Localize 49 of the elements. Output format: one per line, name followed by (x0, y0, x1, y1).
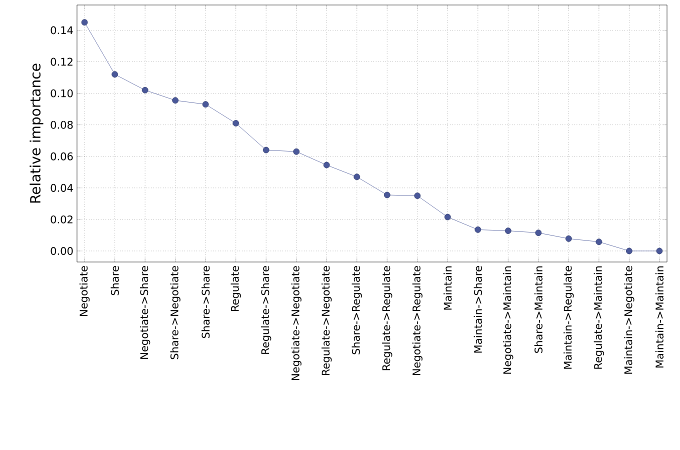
y-tick-label: 0.04 (50, 184, 73, 192)
x-tick-label: Negotiate->Share (140, 266, 150, 359)
y-tick-label: 0.10 (50, 89, 73, 98)
point (565, 235, 572, 242)
x-tick-label: Regulate (230, 266, 241, 312)
point (142, 86, 148, 94)
x-tick-label: Regulate->Regulate (382, 266, 392, 370)
point (504, 228, 512, 234)
point (474, 226, 482, 233)
y-tick-label: 0.08 (50, 120, 73, 129)
x-tick-label: Share->Share (202, 266, 210, 338)
point (626, 248, 632, 254)
point (535, 230, 542, 236)
point (202, 101, 209, 108)
point (293, 148, 300, 155)
x-tick-label: Regulate->Maintain (594, 266, 604, 369)
point (384, 192, 390, 198)
point (81, 19, 88, 26)
x-tick-label: Negotiate (79, 266, 90, 316)
point (323, 162, 330, 168)
x-tick-label: Regulate->Negotiate (322, 266, 332, 376)
x-tick-label: Maintain->Negotiate (624, 266, 634, 374)
point (354, 174, 360, 180)
point (232, 120, 240, 126)
x-tick-label: Maintain->Share (474, 266, 482, 353)
point (112, 71, 118, 78)
x-tick-label: Share->Regulate (352, 266, 362, 354)
x-tick-label: Share->Maintain (534, 266, 542, 353)
x-tick-label: Negotiate->Maintain (503, 266, 514, 374)
point (444, 214, 451, 220)
x-tick-label: Regulate->Share (261, 266, 272, 354)
x-tick-label: Maintain->Maintain (655, 266, 664, 368)
point (414, 192, 421, 199)
point (172, 97, 179, 104)
x-tick-label: Maintain->Regulate (564, 266, 574, 369)
y-axis-title: Relative importance (30, 64, 44, 203)
x-tick-label: Share (110, 266, 119, 296)
x-tick-label: Negotiate->Negotiate (291, 266, 302, 380)
y-tick-label: 0.12 (50, 58, 72, 66)
point (262, 146, 270, 154)
y-tick-label: 0.06 (50, 152, 73, 160)
y-tick-label: 0.02 (50, 215, 72, 224)
point (656, 248, 663, 254)
y-tick-label: 0.00 (50, 246, 73, 255)
y-tick-label: 0.14 (50, 26, 73, 34)
x-tick-label: Share->Negotiate (170, 266, 180, 360)
x-tick-label: Negotiate->Regulate (412, 266, 422, 376)
point (596, 238, 602, 246)
x-tick-label: Maintain (444, 266, 452, 310)
